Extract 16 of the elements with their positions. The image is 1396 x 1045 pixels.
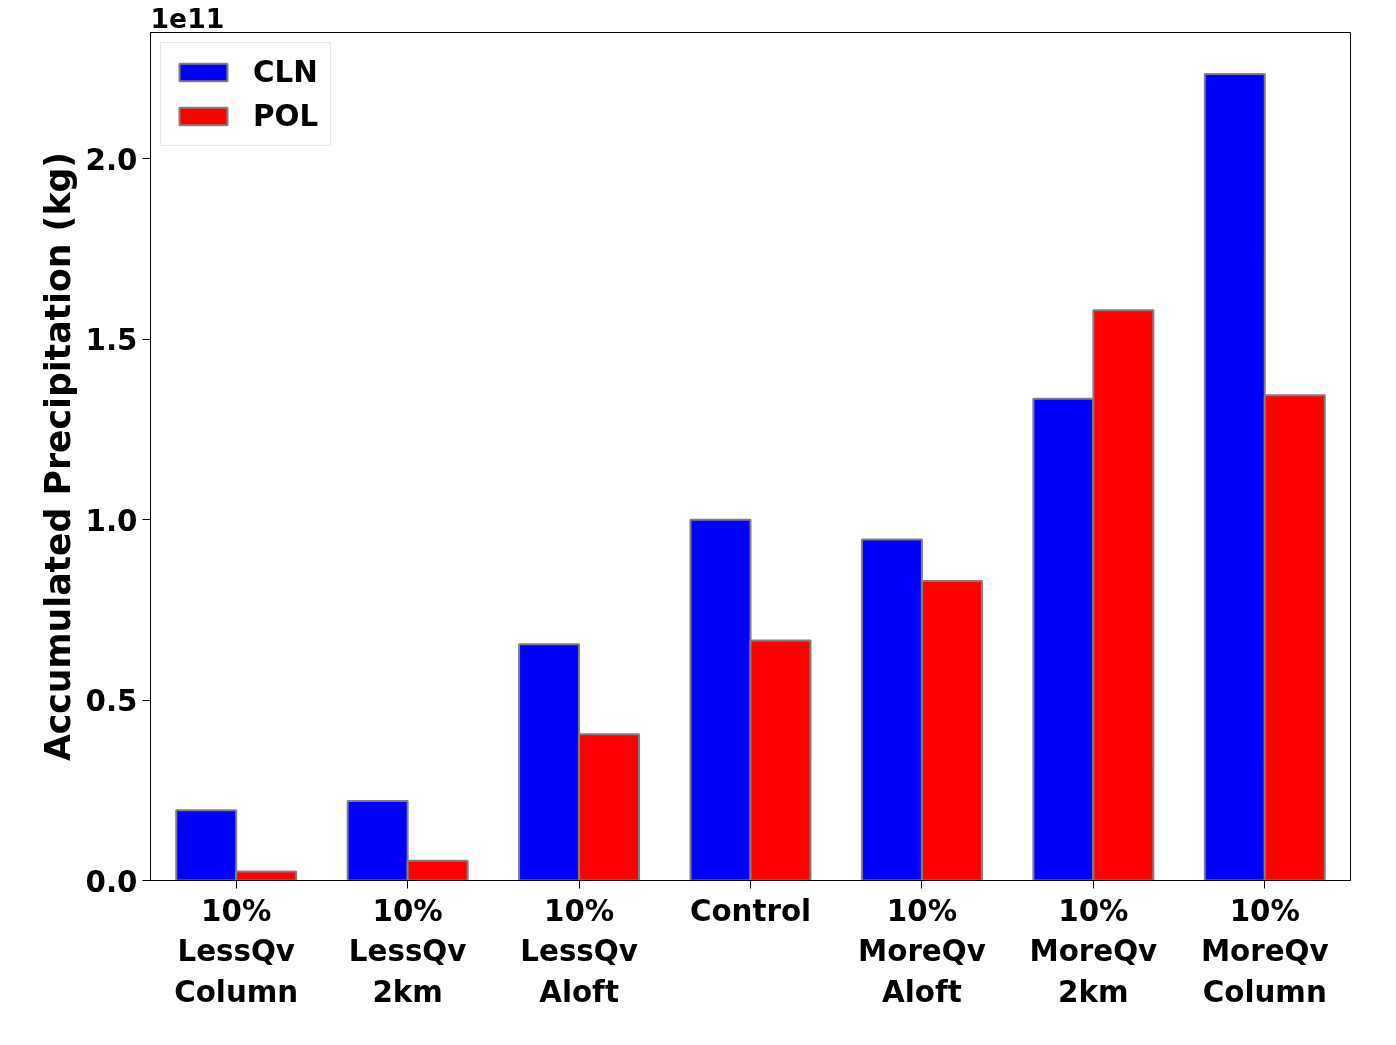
y-tick-label: 1.5 xyxy=(85,323,138,358)
y-axis-title: Accumulated Precipitation (kg) xyxy=(37,151,78,762)
legend-label: POL xyxy=(253,99,319,133)
y-tick-label: 0.5 xyxy=(85,684,138,719)
x-tick-label: 10% LessQv 2km xyxy=(348,893,467,1010)
legend-label: CLN xyxy=(253,55,318,89)
y-tick-label: 0.0 xyxy=(85,864,138,899)
x-tick-label: 10% LessQv Aloft xyxy=(520,893,638,1010)
x-tick-label: 10% MoreQv Column xyxy=(1200,893,1329,1010)
x-tick-label: 10% MoreQv Aloft xyxy=(858,893,986,1010)
x-tick-label: Control xyxy=(689,893,812,928)
annotation: 1e11 xyxy=(150,2,225,34)
y-tick-label: 1.0 xyxy=(85,503,138,538)
y-tick-label: 2.0 xyxy=(85,142,138,177)
x-tick-label: 10% MoreQv 2km xyxy=(1029,893,1158,1010)
x-tick-label: 10% LessQv Column xyxy=(174,893,299,1010)
